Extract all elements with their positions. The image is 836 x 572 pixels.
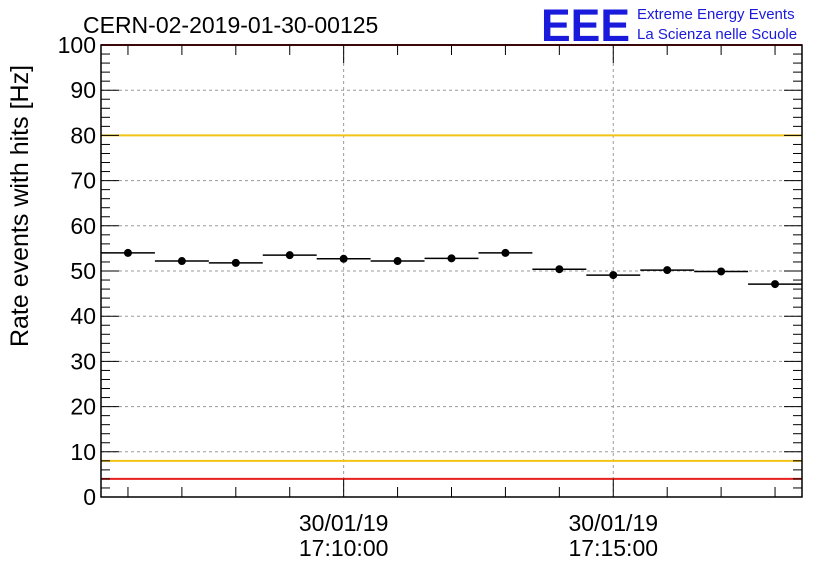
data-point [231,258,240,267]
eee-logo-line2: La Scienza nelle Scuole [637,26,797,43]
data-point [609,271,618,280]
data-point [123,248,132,257]
y-tick-label: 0 [83,484,96,510]
plot-frame [100,44,803,498]
data-point [555,265,564,274]
y-tick-label: 90 [70,77,96,103]
run-title: CERN-02-2019-01-30-00125 [83,12,378,38]
x-tick-date: 30/01/19 [569,510,659,536]
y-tick-label: 80 [70,122,96,148]
y-tick-labels: 0 10 20 30 40 50 60 70 80 90 100 [58,32,96,510]
data-points [101,248,802,289]
y-tick-label: 60 [70,213,96,239]
eee-logo: EEE Extreme Energy Events La Scienza nel… [541,0,797,51]
axis-ticks [101,44,802,498]
x-tick-time: 17:10:00 [299,535,389,561]
y-axis-title: Rate events with hits [Hz] [6,65,34,347]
data-point [717,267,726,276]
y-tick-label: 50 [70,258,96,284]
data-point [663,266,672,275]
data-point [339,254,348,263]
y-tick-label: 10 [70,439,96,465]
y-tick-label: 20 [70,394,96,420]
data-point [177,257,186,266]
y-tick-label: 30 [70,348,96,374]
eee-logo-line1: Extreme Energy Events [637,6,795,23]
y-tick-label: 70 [70,168,96,194]
y-tick-label: 40 [70,303,96,329]
x-tick-time: 17:15:00 [569,535,659,561]
grid-lines [101,45,802,497]
eee-logo-mark: EEE [541,0,630,51]
data-point [501,248,510,257]
x-tick-date: 30/01/19 [299,510,389,536]
data-point [771,280,780,289]
data-point [447,254,456,263]
data-point [393,257,402,266]
data-point [285,251,294,260]
y-tick-label: 100 [58,32,96,58]
